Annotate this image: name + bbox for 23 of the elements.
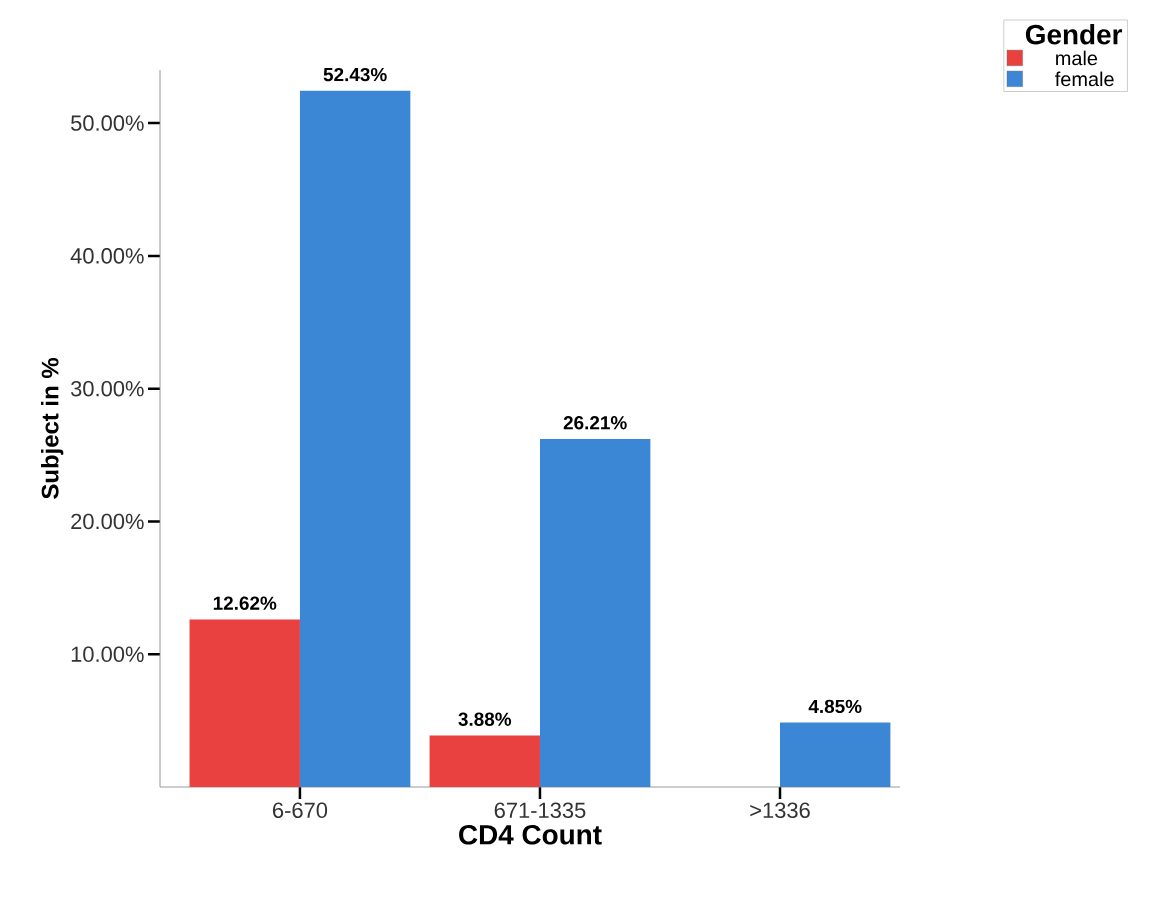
legend-label: female — [1055, 71, 1114, 87]
data-label: 52.43% — [323, 67, 387, 82]
legend-label: male — [1056, 50, 1098, 66]
data-label: 12.62% — [213, 596, 277, 610]
bar — [299, 90, 411, 787]
legend-title: Gender — [1025, 23, 1123, 45]
x-axis-title: CD4 Count — [459, 824, 602, 845]
y-tick-label: 40.00% — [70, 248, 144, 264]
y-tick-label: 20.00% — [71, 513, 144, 530]
data-label: 26.21% — [563, 416, 627, 430]
y-axis-title: Subject in % — [41, 358, 64, 499]
x-tick-label: 6-670 — [273, 802, 328, 819]
x-tick-label: 671-1335 — [494, 802, 586, 819]
bar — [429, 735, 540, 787]
y-tick-label: 10.00% — [71, 646, 144, 662]
y-tick-label: 50.00% — [71, 115, 144, 131]
bar — [780, 722, 891, 787]
data-label: 3.88% — [458, 712, 512, 726]
data-label: 4.85% — [808, 699, 862, 714]
x-tick-label: >1336 — [750, 802, 810, 819]
bar — [539, 438, 651, 787]
y-tick-label: 30.00% — [70, 380, 144, 397]
bar — [189, 619, 300, 787]
